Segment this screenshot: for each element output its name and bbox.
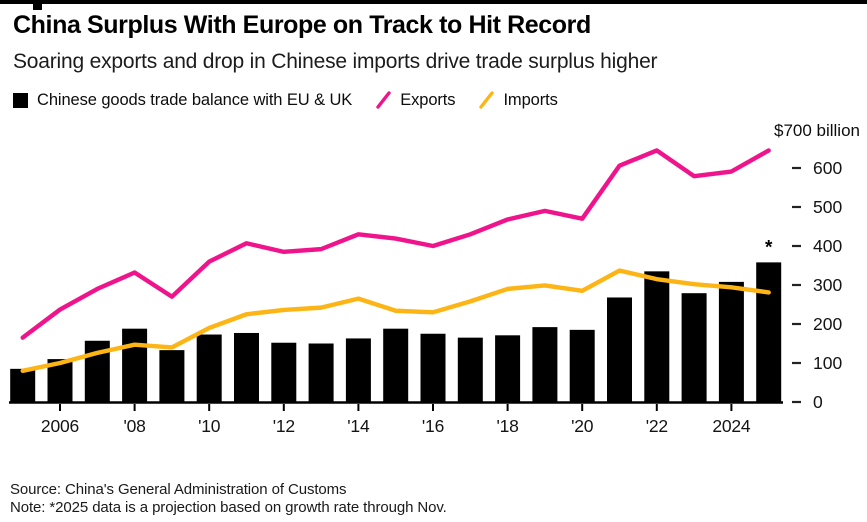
exports-slash-icon bbox=[376, 91, 391, 109]
chart-header: China Surplus With Europe on Track to Hi… bbox=[13, 10, 857, 110]
y-tick-label-200: 200 bbox=[813, 314, 842, 334]
bar-2023 bbox=[681, 293, 707, 402]
bar-2025 bbox=[756, 262, 782, 402]
bar-2020 bbox=[569, 329, 595, 402]
bar-2022 bbox=[644, 271, 670, 402]
trade-balance-swatch-icon bbox=[13, 92, 28, 108]
y-tick-label-600: 600 bbox=[813, 158, 842, 178]
chart-footer: Source: China's General Administration o… bbox=[10, 481, 447, 516]
x-tick-label-2006: 2006 bbox=[41, 416, 79, 436]
bar-2012 bbox=[271, 342, 297, 402]
x-tick-label-2010: '10 bbox=[198, 416, 221, 436]
legend-item-label: Chinese goods trade balance with EU & UK bbox=[37, 90, 353, 109]
bar-2005 bbox=[10, 368, 36, 402]
x-tick-label-2022: '22 bbox=[646, 416, 668, 436]
imports-slash-icon bbox=[479, 91, 495, 109]
y-tick-label-0: 0 bbox=[813, 392, 823, 412]
corner-notch-mark bbox=[33, 0, 42, 10]
bar-2015 bbox=[383, 328, 409, 402]
imports-line bbox=[20, 268, 771, 374]
bar-2013 bbox=[308, 343, 334, 402]
bar-2019 bbox=[532, 327, 558, 402]
trade-balance-chart: 2006 '08 '10 '12 '14 '16 '18 '20 '22 2024 600 500 40… bbox=[9, 121, 860, 436]
x-tick-label-2020: '20 bbox=[571, 416, 594, 436]
bar-2021 bbox=[607, 297, 632, 402]
chart-legend: Chinese goods trade balance with EU & UK… bbox=[13, 90, 857, 110]
y-tick-label-100: 100 bbox=[813, 353, 842, 373]
y-tick-label-300: 300 bbox=[813, 275, 842, 295]
bar-2014 bbox=[345, 338, 371, 402]
bar-2009 bbox=[159, 350, 185, 402]
x-tick-label-2008: '08 bbox=[123, 416, 145, 436]
legend-item-label: Imports bbox=[503, 90, 558, 109]
bar-2008 bbox=[122, 328, 148, 402]
x-tick-label-2012: '12 bbox=[273, 416, 295, 436]
bar-2016 bbox=[420, 333, 446, 402]
bar-2011 bbox=[234, 332, 259, 402]
page-subtitle: Soaring exports and drop in Chinese impo… bbox=[13, 50, 658, 73]
bar-2018 bbox=[495, 335, 521, 402]
page-title: China Surplus With Europe on Track to Hi… bbox=[13, 11, 591, 39]
x-tick-label-2024: 2024 bbox=[712, 416, 751, 436]
y-tick-label-500: 500 bbox=[813, 197, 842, 217]
y-axis-unit-label: $700 billion bbox=[774, 121, 860, 140]
source-text: Source: China's General Administration o… bbox=[10, 481, 347, 498]
exports-line bbox=[20, 148, 771, 340]
bar-2010 bbox=[196, 334, 222, 402]
x-tick-label-2014: '14 bbox=[347, 416, 370, 436]
top-border-bar bbox=[0, 0, 867, 4]
note-text: Note: *2025 data is a projection based o… bbox=[10, 498, 447, 516]
legend-item-label: Exports bbox=[400, 90, 456, 109]
y-tick-label-400: 400 bbox=[813, 236, 842, 256]
bar-2017 bbox=[457, 337, 483, 402]
x-tick-label-2016: '16 bbox=[422, 416, 444, 436]
x-tick-label-2018: '18 bbox=[496, 416, 518, 436]
bar-2024 bbox=[718, 281, 744, 402]
projection-asterisk: * bbox=[765, 237, 773, 258]
